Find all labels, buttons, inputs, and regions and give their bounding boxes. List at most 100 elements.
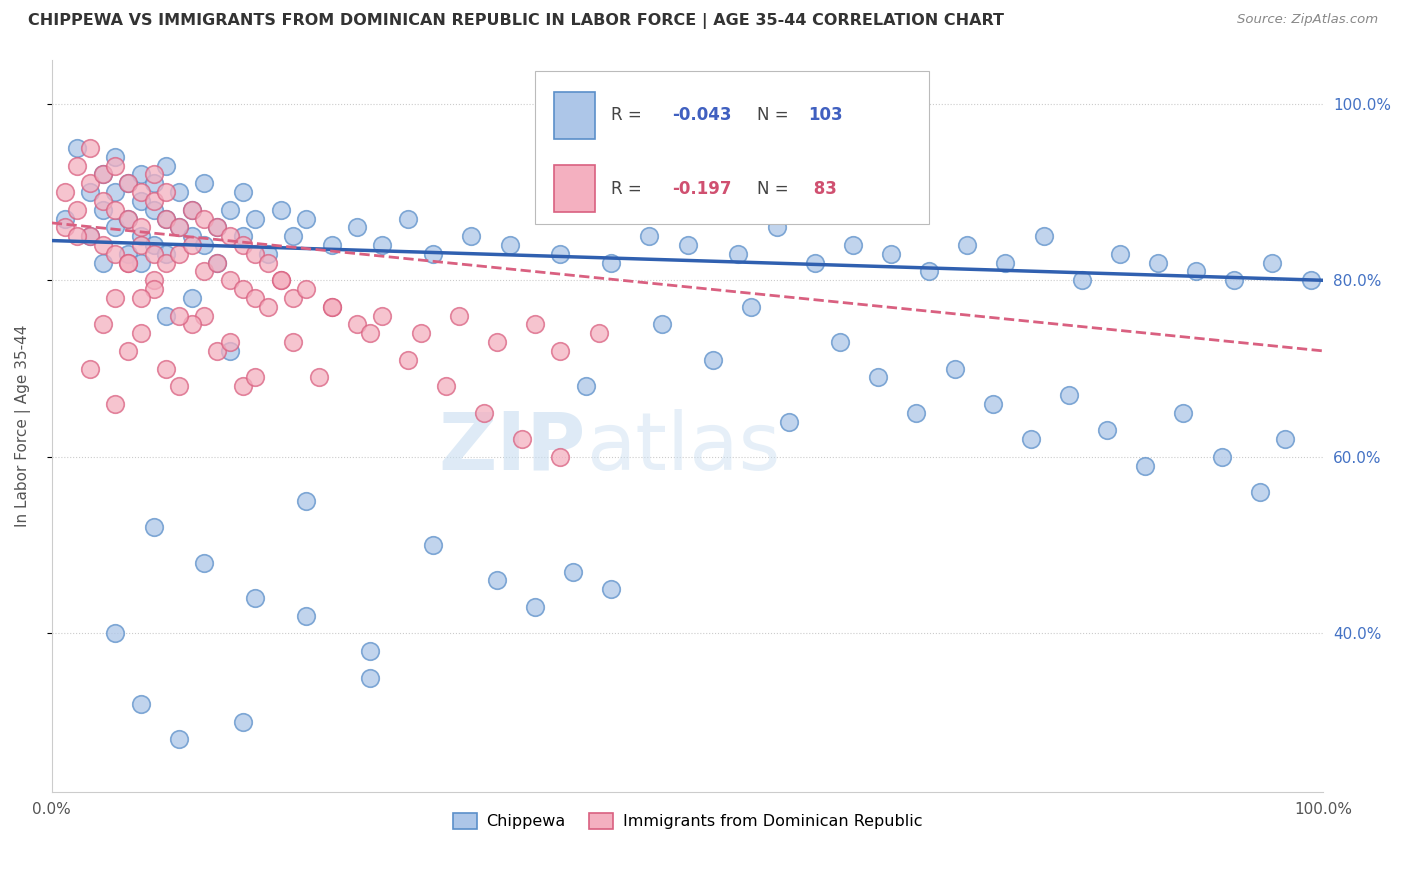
Point <box>218 335 240 350</box>
Point <box>104 291 127 305</box>
FancyBboxPatch shape <box>554 92 595 139</box>
Point <box>142 238 165 252</box>
Point <box>117 176 139 190</box>
Text: atlas: atlas <box>586 409 780 487</box>
Point <box>1135 458 1157 473</box>
Point <box>232 185 254 199</box>
Point <box>422 247 444 261</box>
Point <box>218 229 240 244</box>
Point <box>167 247 190 261</box>
Point <box>1249 485 1271 500</box>
Text: R =: R = <box>612 179 647 197</box>
Point <box>588 326 610 341</box>
Point <box>994 255 1017 269</box>
Text: R =: R = <box>612 106 647 124</box>
Point <box>295 211 318 226</box>
Point <box>218 202 240 217</box>
Point <box>180 291 202 305</box>
Point <box>321 238 343 252</box>
Point <box>167 185 190 199</box>
Point <box>562 565 585 579</box>
Point <box>129 255 152 269</box>
Point <box>283 335 305 350</box>
Point <box>205 220 228 235</box>
Point <box>830 335 852 350</box>
Point <box>193 309 215 323</box>
Point <box>218 343 240 358</box>
Point <box>79 176 101 190</box>
Point <box>117 255 139 269</box>
Point <box>371 309 394 323</box>
Point <box>257 255 280 269</box>
Text: N =: N = <box>758 106 794 124</box>
Point <box>842 238 865 252</box>
Point <box>868 370 890 384</box>
Point <box>155 159 177 173</box>
Point <box>193 556 215 570</box>
Point <box>180 318 202 332</box>
Point <box>142 282 165 296</box>
Point <box>193 238 215 252</box>
Point <box>66 159 89 173</box>
Point <box>155 255 177 269</box>
Point <box>651 318 673 332</box>
Point <box>142 273 165 287</box>
Point <box>104 202 127 217</box>
Point <box>155 247 177 261</box>
Text: -0.197: -0.197 <box>672 179 731 197</box>
Point <box>956 238 979 252</box>
Point <box>91 167 114 181</box>
FancyBboxPatch shape <box>554 165 595 212</box>
Point <box>180 238 202 252</box>
Point <box>104 247 127 261</box>
Point <box>1274 432 1296 446</box>
Text: ZIP: ZIP <box>439 409 586 487</box>
Point <box>53 211 76 226</box>
Point <box>129 194 152 208</box>
Point <box>91 238 114 252</box>
Point <box>1032 229 1054 244</box>
Point <box>245 591 267 606</box>
Point <box>638 229 661 244</box>
Point <box>117 211 139 226</box>
Y-axis label: In Labor Force | Age 35-44: In Labor Force | Age 35-44 <box>15 325 31 527</box>
Point <box>245 370 267 384</box>
Point <box>167 309 190 323</box>
Point <box>245 291 267 305</box>
Point <box>981 397 1004 411</box>
Point <box>498 238 520 252</box>
Point <box>245 247 267 261</box>
Legend: Chippewa, Immigrants from Dominican Republic: Chippewa, Immigrants from Dominican Repu… <box>446 806 929 836</box>
Point <box>905 406 928 420</box>
Point <box>193 176 215 190</box>
Point <box>104 220 127 235</box>
Point <box>142 247 165 261</box>
Point <box>1095 423 1118 437</box>
Point <box>117 247 139 261</box>
Point <box>232 229 254 244</box>
Point <box>129 167 152 181</box>
Point <box>371 238 394 252</box>
Point <box>129 238 152 252</box>
Point <box>778 415 800 429</box>
Point <box>117 255 139 269</box>
Point <box>245 211 267 226</box>
Point <box>803 255 825 269</box>
Point <box>129 220 152 235</box>
Point <box>321 300 343 314</box>
Point <box>1070 273 1092 287</box>
Point <box>295 494 318 508</box>
Point <box>155 185 177 199</box>
Point <box>117 176 139 190</box>
Point <box>359 644 381 658</box>
Point <box>409 326 432 341</box>
Point <box>359 671 381 685</box>
Point <box>91 255 114 269</box>
Point <box>550 450 572 464</box>
Point <box>1299 273 1322 287</box>
Point <box>142 176 165 190</box>
Point <box>321 300 343 314</box>
Point <box>167 220 190 235</box>
Point <box>205 343 228 358</box>
Point <box>1019 432 1042 446</box>
